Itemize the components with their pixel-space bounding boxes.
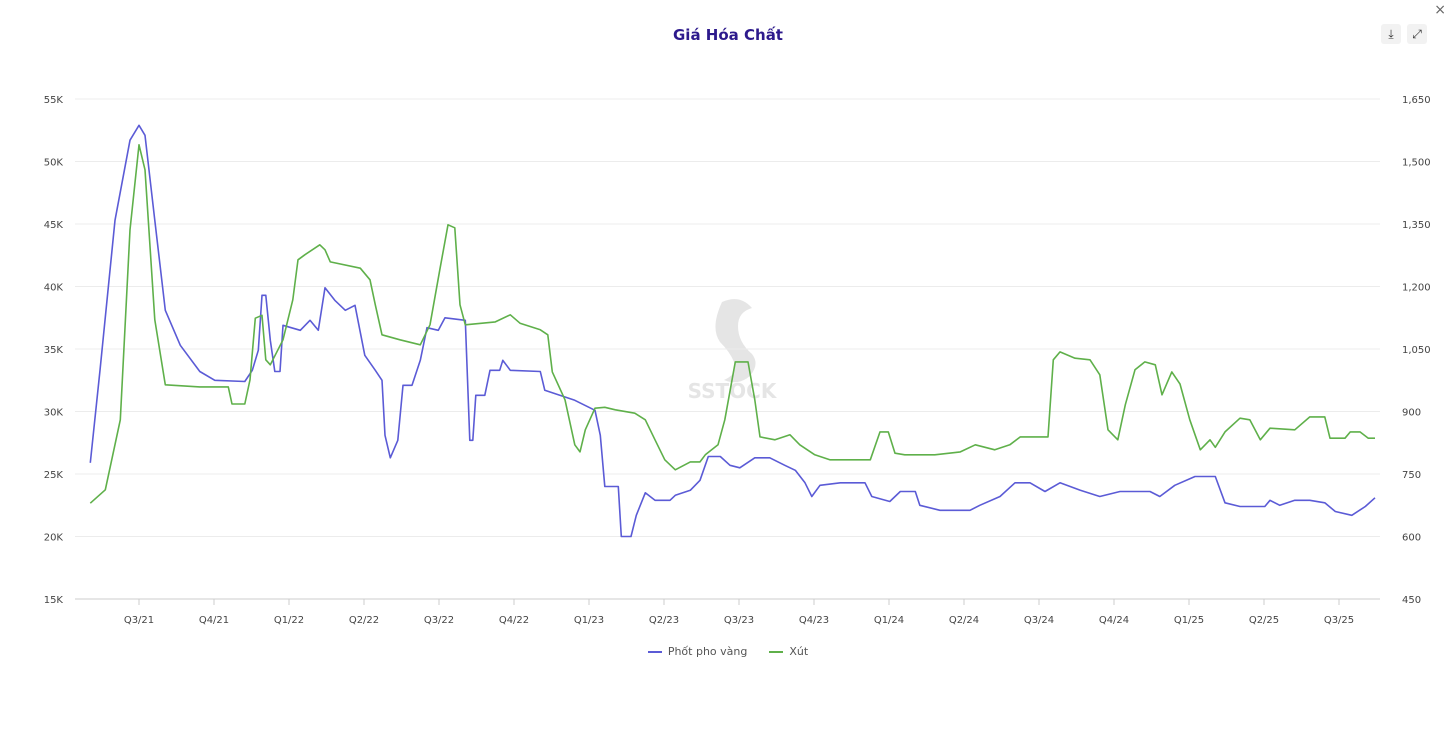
x-tick-label: Q3/25 — [1324, 615, 1354, 626]
y-right-tick-label: 1,650 — [1402, 95, 1431, 106]
y-left-tick-label: 50K — [44, 158, 64, 169]
y-left-tick-label: 20K — [44, 533, 64, 544]
x-tick-label: Q4/22 — [499, 615, 529, 626]
series-line-phot-pho-vang — [89, 124, 1376, 538]
x-tick-label: Q1/23 — [574, 615, 604, 626]
y-right-tick-label: 600 — [1402, 533, 1421, 544]
y-right-tick-label: 450 — [1402, 595, 1421, 606]
x-tick-label: Q1/22 — [274, 615, 304, 626]
y-right-tick-label: 1,500 — [1402, 158, 1431, 169]
y-left-tick-label: 30K — [44, 408, 64, 419]
y-left-tick-label: 15K — [44, 595, 64, 606]
x-tick-label: Q2/25 — [1249, 615, 1279, 626]
close-icon[interactable]: × — [1434, 2, 1446, 18]
legend-item-xut[interactable]: Xút — [769, 645, 808, 658]
watermark-text: SSTOCK — [688, 379, 778, 403]
y-right-tick-label: 900 — [1402, 408, 1421, 419]
series-line-xut — [89, 144, 1375, 504]
y-left-tick-label: 40K — [44, 283, 64, 294]
watermark-logo: SSTOCK — [688, 299, 778, 403]
x-tick-label: Q4/24 — [1099, 615, 1129, 626]
legend-label: Phốt pho vàng — [667, 645, 748, 658]
x-tick-label: Q3/24 — [1024, 615, 1054, 626]
x-tick-label: Q1/24 — [874, 615, 904, 626]
y-right-tick-label: 1,050 — [1402, 345, 1431, 356]
y-left-tick-label: 45K — [44, 220, 64, 231]
download-icon[interactable]: ⤓ — [1381, 24, 1401, 44]
y-left-tick-label: 25K — [44, 470, 64, 481]
y-right-tick-label: 1,200 — [1402, 283, 1431, 294]
legend-item-phot-pho-vang[interactable]: Phốt pho vàng — [647, 645, 748, 658]
x-tick-label: Q2/22 — [349, 615, 379, 626]
y-right-tick-label: 750 — [1402, 470, 1421, 481]
x-tick-label: Q3/23 — [724, 615, 754, 626]
legend-swatch — [769, 650, 784, 653]
x-tick-label: Q4/21 — [199, 615, 229, 626]
x-tick-label: Q3/22 — [424, 615, 454, 626]
expand-icon[interactable]: ⤢ — [1407, 24, 1427, 44]
legend-swatch — [647, 650, 662, 653]
x-tick-label: Q1/25 — [1174, 615, 1204, 626]
x-tick-label: Q4/23 — [799, 615, 829, 626]
x-tick-label: Q3/21 — [124, 615, 154, 626]
y-right-tick-label: 1,350 — [1402, 220, 1431, 231]
chart-title: Giá Hóa Chất — [673, 26, 783, 44]
legend-label: Xút — [789, 645, 809, 658]
y-left-tick-label: 55K — [44, 95, 64, 106]
x-tick-label: Q2/24 — [949, 615, 979, 626]
x-tick-label: Q2/23 — [649, 615, 679, 626]
y-left-tick-label: 35K — [44, 345, 64, 356]
legend: Phốt pho vàng Xút — [0, 645, 1456, 658]
